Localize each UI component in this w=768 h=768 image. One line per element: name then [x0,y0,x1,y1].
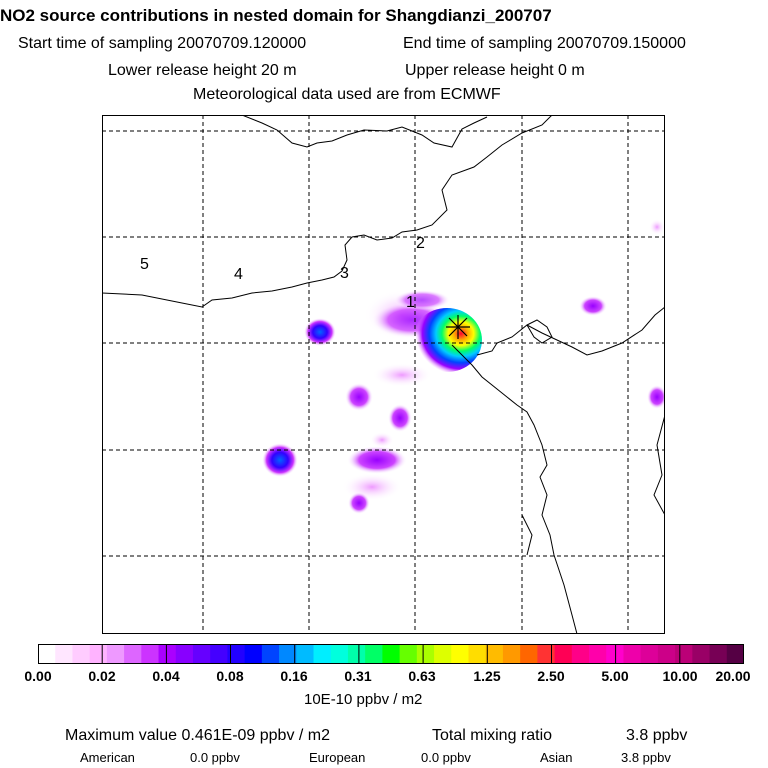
colorbar-tick: 0.02 [88,668,116,684]
region-label-4: 4 [234,266,243,283]
region-label-1: 1 [406,294,415,311]
plot-title: NO2 source contributions in nested domai… [0,6,552,25]
colorbar-swatch [502,644,521,664]
colorbar-swatch [726,644,744,664]
receptor-star-icon [446,315,470,339]
upper-release-label: Upper release height 0 m [405,62,585,79]
colorbar-swatch [55,644,74,664]
total-mixing-label: Total mixing ratio [432,727,553,744]
colorbar-swatch [416,644,435,664]
colorbar-tick: 0.16 [280,668,308,684]
colorbar [38,644,744,664]
colorbar-swatch [347,644,366,664]
colorbar-swatch [640,644,659,664]
colorbar-swatch [175,644,194,664]
colorbar-swatch [141,644,160,664]
colorbar-swatch [210,644,229,664]
colorbar-swatch [434,644,452,664]
colorbar-swatch [571,644,590,664]
colorbar-tick: 0.31 [344,668,372,684]
region-european-name: European [309,750,366,765]
colorbar-unit: 10E-10 ppbv / m2 [304,691,423,708]
colorbar-swatch [227,644,246,664]
colorbar-swatch [261,644,280,664]
colorbar-swatch [106,644,125,664]
colorbar-swatch [589,644,607,664]
colorbar-swatch [89,644,108,664]
colorbar-tick: 10.00 [662,668,698,684]
colorbar-swatch [554,644,573,664]
concentration-field [262,219,665,514]
colorbar-swatch [709,644,728,664]
lower-release-label: Lower release height 20 m [108,62,297,79]
colorbar-swatch [382,644,401,664]
colorbar-swatch [330,644,349,664]
region-label-3: 3 [340,265,349,282]
colorbar-tick: 0.63 [408,668,436,684]
colorbar-swatch [365,644,383,664]
colorbar-swatch [192,644,211,664]
colorbar-tick: 0.00 [24,668,52,684]
colorbar-swatch [313,644,332,664]
colorbar-swatch [692,644,711,664]
total-mixing-value: 3.8 ppbv [626,727,688,744]
colorbar-swatch [296,644,315,664]
colorbar-swatch [675,644,693,664]
colorbar-tick: 0.08 [216,668,244,684]
region-label-5: 5 [140,256,149,273]
colorbar-border [38,644,744,664]
maximum-value-label: Maximum value 0.461E-09 ppbv / m2 [65,727,331,744]
colorbar-swatch [451,644,470,664]
coastlines [102,115,665,634]
region-label-2: 2 [416,235,425,252]
colorbar-swatch [657,644,676,664]
colorbar-swatch [72,644,91,664]
colorbar-swatch [244,644,263,664]
colorbar-swatch [468,644,487,664]
colorbar-tick: 5.00 [601,668,629,684]
start-time-label: Start time of sampling 20070709.120000 [18,35,307,52]
colorbar-tick: 2.50 [537,668,565,684]
colorbar-swatch [623,644,642,664]
colorbar-swatch [38,644,56,664]
colorbar-tick: 0.04 [152,668,180,684]
region-european-value: 0.0 ppbv [421,750,471,765]
colorbar-swatch [485,644,504,664]
colorbar-swatch [124,644,142,664]
colorbar-tick: 1.25 [473,668,501,684]
colorbar-tick: 20.00 [715,668,751,684]
region-american-name: American [80,750,135,765]
region-asian-value: 3.8 ppbv [621,750,671,765]
met-data-label: Meteorological data used are from ECMWF [193,86,501,103]
colorbar-swatch [537,644,556,664]
map-panel: 1 2 3 4 5 [102,115,665,634]
lat-lon-grid [102,115,665,634]
colorbar-swatch [520,644,538,664]
region-asian-name: Asian [540,750,573,765]
end-time-label: End time of sampling 20070709.150000 [403,35,686,52]
colorbar-swatch [158,644,177,664]
colorbar-swatch [399,644,418,664]
colorbar-swatch [279,644,297,664]
region-american-value: 0.0 ppbv [190,750,240,765]
